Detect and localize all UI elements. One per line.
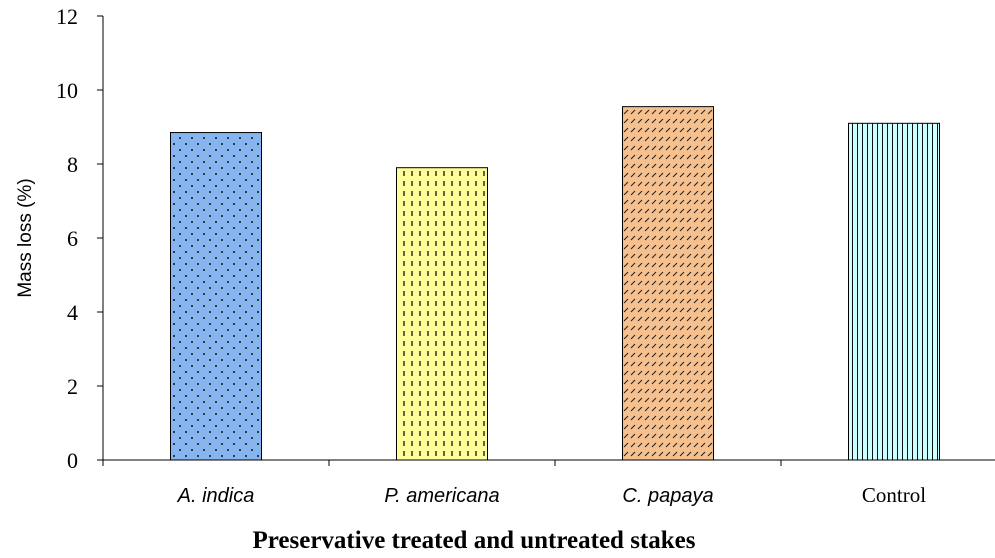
y-tick-label: 0 [67,448,78,473]
x-category-label: C. papaya [622,485,713,507]
x-category-labels: A. indica P. americana C. papaya Control [177,483,927,507]
y-tick-label: 6 [67,226,78,251]
y-axis-label: Mass loss (%) [15,178,36,297]
x-ticks [102,460,782,466]
bar-p-americana [396,167,488,461]
x-category-label: A. indica [177,485,255,507]
y-tick-label: 4 [67,300,78,325]
x-category-label: Control [862,483,926,507]
x-category-label: P. americana [384,485,499,507]
y-tick-label: 10 [56,78,78,103]
y-tick-label: 8 [67,152,78,177]
bar-control [848,122,940,461]
bar-c-papaya [622,106,714,461]
bars-group [170,106,940,461]
y-ticks: 0 2 4 6 8 10 12 [56,4,103,473]
y-tick-label: 2 [67,374,78,399]
y-tick-label: 12 [56,4,78,29]
bar-a-indica [170,132,262,461]
x-axis-label: Preservative treated and untreated stake… [253,527,696,554]
